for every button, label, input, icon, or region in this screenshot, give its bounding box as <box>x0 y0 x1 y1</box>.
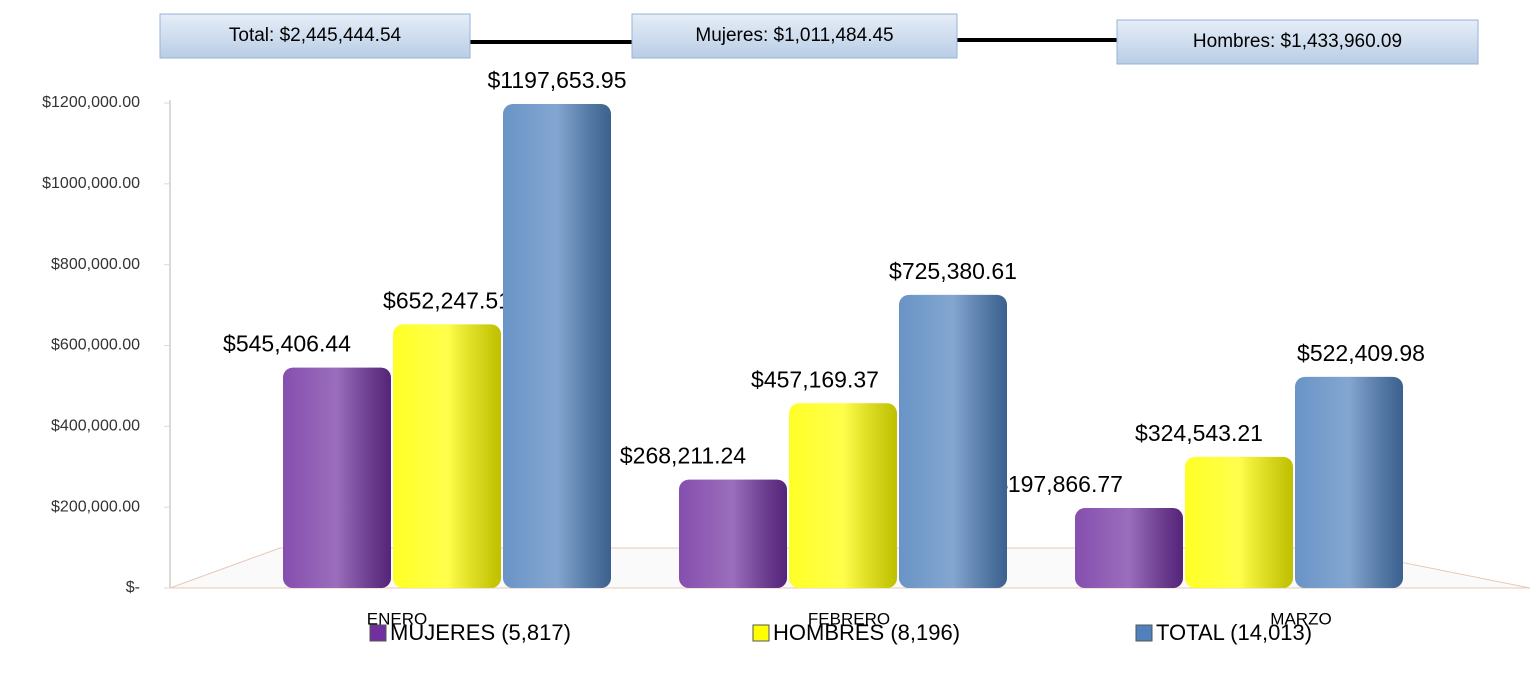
value-label: $197,866.77 <box>995 471 1123 497</box>
bar-shade <box>899 294 1007 588</box>
value-label: $725,380.61 <box>889 258 1017 284</box>
annotation-box <box>631 13 958 59</box>
value-label: $1197,653.95 <box>488 67 627 93</box>
legend-swatch <box>369 624 387 642</box>
annotation-box <box>159 13 471 59</box>
annotation: Hombres: $1,433,960.09 <box>1193 31 1402 52</box>
legend-label: HOMBRES (8,196) <box>773 620 960 645</box>
bar-shade <box>1295 376 1403 588</box>
y-tick-label: $800,000.00 <box>51 256 140 273</box>
value-label: $324,543.21 <box>1135 420 1263 446</box>
bar-shade <box>503 103 611 589</box>
annotation-box <box>1116 19 1479 65</box>
y-tick-label: $400,000.00 <box>51 418 140 435</box>
legend-swatch <box>1135 624 1153 642</box>
bar-shade <box>1075 508 1183 588</box>
y-tick-label: $1200,000.00 <box>42 94 140 111</box>
legend-label: MUJERES (5,817) <box>390 620 571 645</box>
value-label: $268,211.24 <box>620 443 746 469</box>
bar-shade <box>789 403 897 588</box>
bar-shade <box>679 479 787 588</box>
value-label: $457,169.37 <box>751 366 879 392</box>
y-tick-label: $- <box>126 579 140 596</box>
annotation: Mujeres: $1,011,484.45 <box>695 25 893 46</box>
y-tick-label: $200,000.00 <box>51 498 140 515</box>
y-tick-label: $1000,000.00 <box>42 175 140 192</box>
y-tick-label: $600,000.00 <box>51 337 140 354</box>
x-tick-label: MARZO <box>1270 609 1331 628</box>
bar-shade <box>1185 456 1293 588</box>
value-label: $652,247.51 <box>383 287 511 313</box>
x-tick-label: FEBRERO <box>808 609 890 628</box>
bar-shade <box>283 367 391 588</box>
bar-shade <box>393 324 501 588</box>
x-tick-label: ENERO <box>367 609 427 628</box>
legend-swatch <box>752 624 770 642</box>
legend-label: TOTAL (14,013) <box>1156 620 1312 645</box>
value-label: $545,406.44 <box>223 331 351 357</box>
annotation: Total: $2,445,444.54 <box>229 25 402 46</box>
value-label: $522,409.98 <box>1297 340 1425 366</box>
